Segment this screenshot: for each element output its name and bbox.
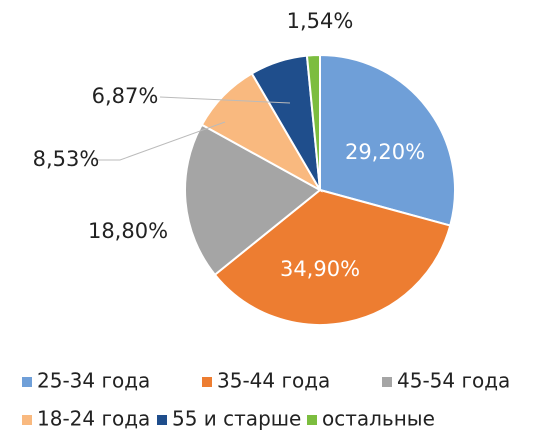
legend-label: 18-24 года bbox=[37, 407, 150, 431]
legend-label: остальные bbox=[322, 407, 435, 431]
legend-marker bbox=[202, 377, 212, 387]
legend-label: 25-34 года bbox=[37, 369, 150, 393]
data-label: 6,87% bbox=[92, 84, 159, 108]
legend-marker bbox=[22, 377, 32, 387]
data-label: 1,54% bbox=[287, 9, 354, 33]
legend-label: 45-54 года bbox=[397, 369, 510, 393]
data-label: 18,80% bbox=[88, 219, 168, 243]
legend-marker bbox=[157, 415, 167, 425]
legend-marker bbox=[22, 415, 32, 425]
legend-marker bbox=[382, 377, 392, 387]
data-label: 8,53% bbox=[33, 147, 100, 171]
chart: 29,20% 34,90% 18,80% 8,53% 6,87% 1,54% 25-34 г… bbox=[0, 0, 550, 441]
legend-marker bbox=[307, 415, 317, 425]
data-label: 29,20% bbox=[345, 140, 425, 164]
legend-label: 55 и старше bbox=[172, 407, 301, 431]
data-label: 34,90% bbox=[280, 257, 360, 281]
legend-label: 35-44 года bbox=[217, 369, 330, 393]
